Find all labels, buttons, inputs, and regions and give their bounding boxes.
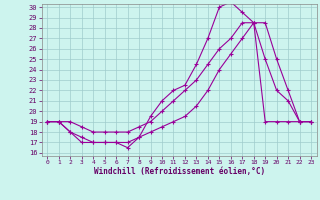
X-axis label: Windchill (Refroidissement éolien,°C): Windchill (Refroidissement éolien,°C) xyxy=(94,167,265,176)
